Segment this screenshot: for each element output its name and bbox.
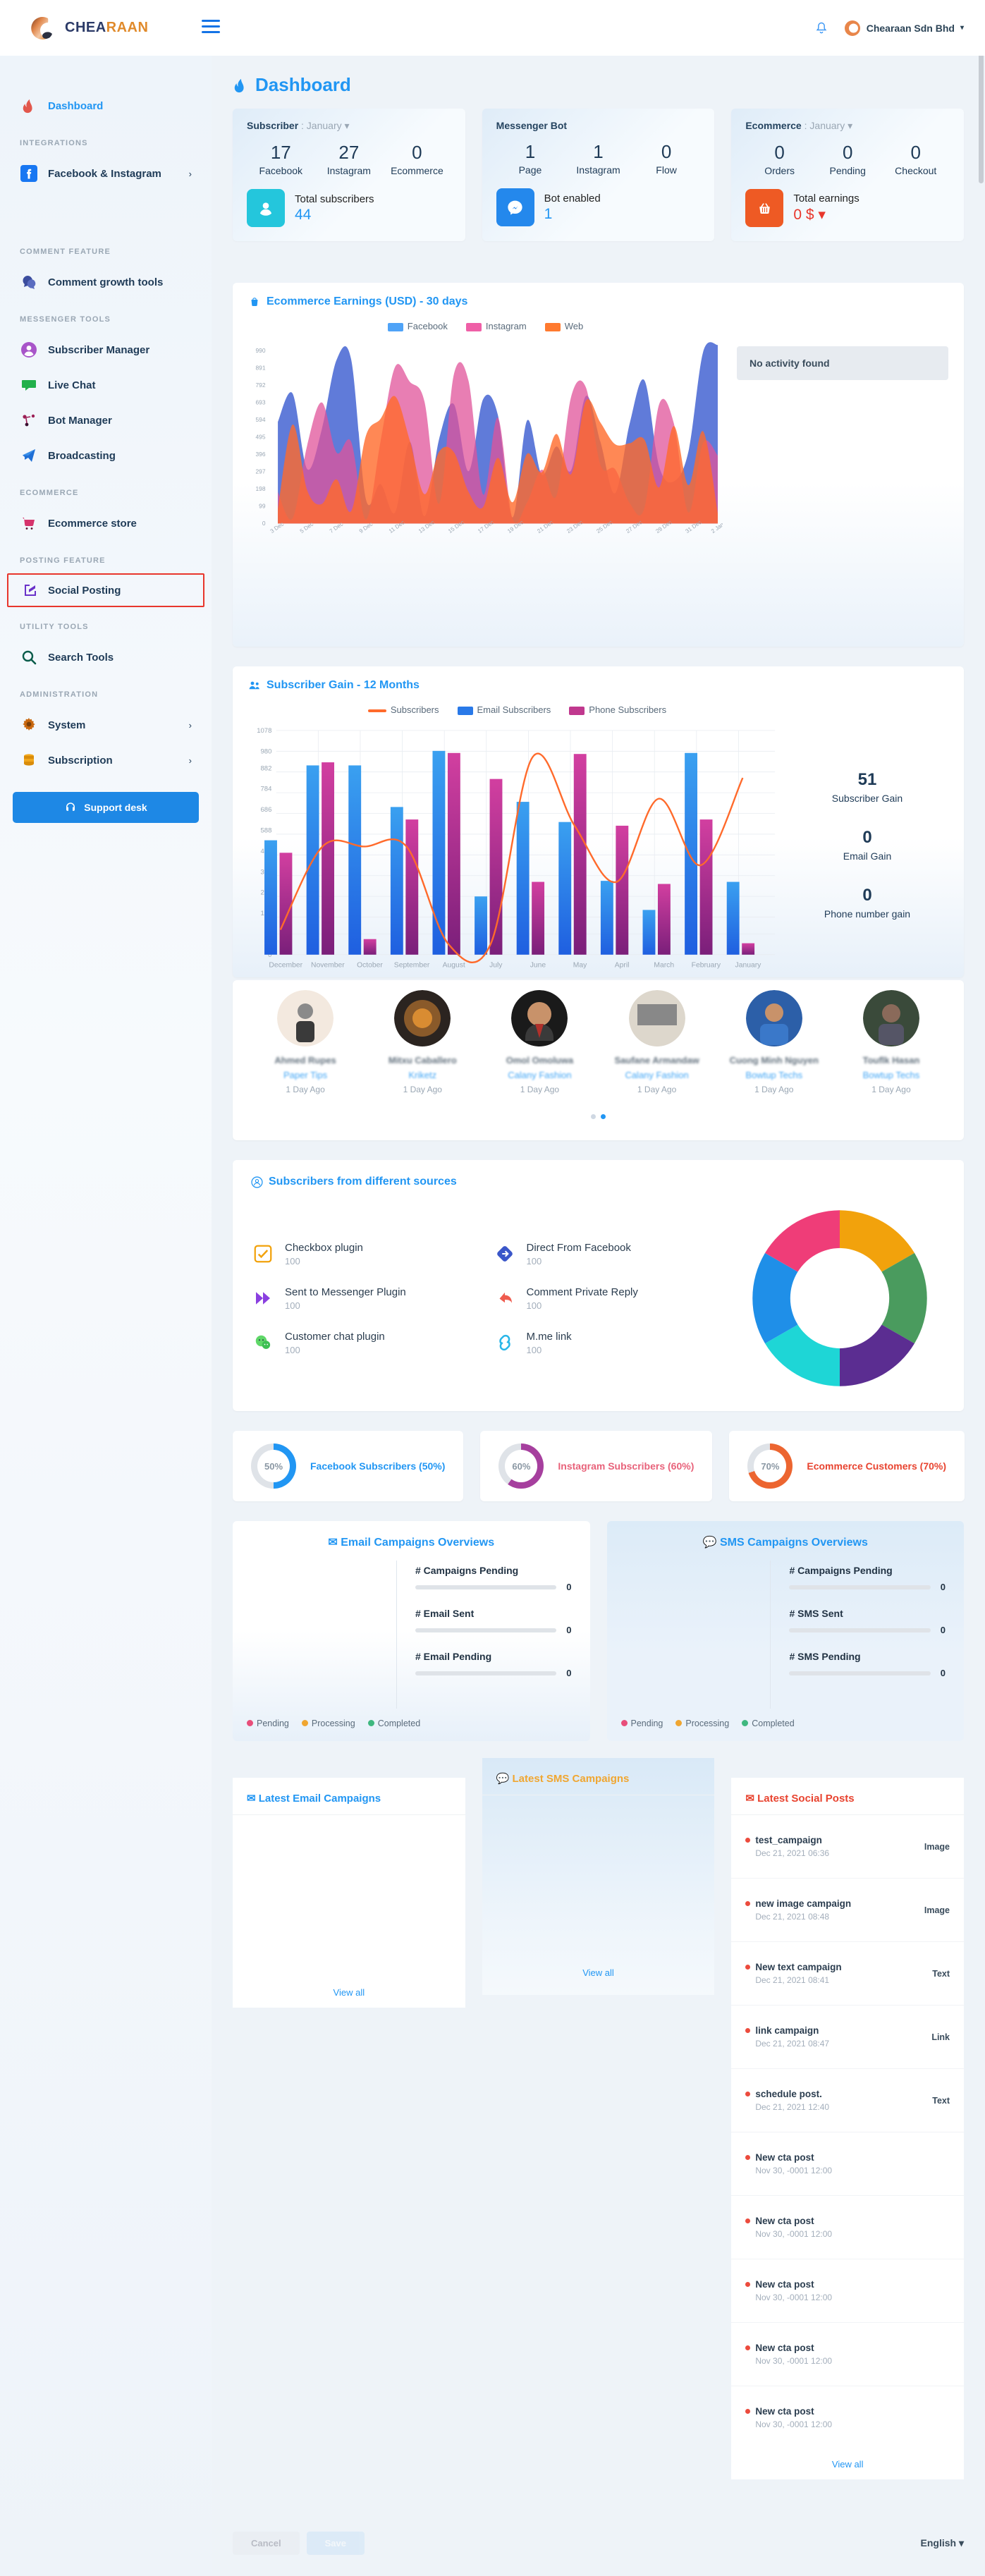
svg-text:1078: 1078: [257, 728, 271, 735]
svg-text:784: 784: [261, 786, 273, 793]
svg-text:891: 891: [256, 364, 266, 371]
svg-text:March: March: [654, 962, 674, 970]
svg-text:198: 198: [256, 485, 266, 492]
svg-text:November: November: [311, 962, 345, 970]
svg-text:April: April: [615, 962, 630, 970]
svg-text:686: 686: [261, 807, 272, 814]
svg-text:99: 99: [259, 503, 266, 510]
svg-text:396: 396: [256, 451, 266, 458]
svg-text:June: June: [530, 962, 546, 970]
svg-text:0: 0: [262, 520, 266, 527]
svg-text:588: 588: [261, 827, 272, 835]
svg-text:January: January: [735, 962, 762, 970]
svg-text:October: October: [357, 962, 383, 970]
svg-text:495: 495: [256, 434, 266, 441]
svg-text:May: May: [573, 962, 587, 970]
svg-text:792: 792: [256, 381, 266, 389]
svg-text:297: 297: [256, 468, 266, 475]
svg-text:August: August: [443, 962, 465, 970]
svg-text:3 Dec: 3 Dec: [269, 521, 285, 535]
svg-text:990: 990: [256, 347, 266, 354]
svg-text:882: 882: [261, 765, 272, 773]
svg-text:February: February: [692, 962, 721, 970]
svg-text:980: 980: [261, 748, 272, 756]
svg-text:December: December: [269, 962, 302, 970]
svg-text:594: 594: [256, 416, 266, 423]
svg-text:693: 693: [256, 398, 266, 405]
svg-text:September: September: [394, 962, 430, 970]
svg-text:July: July: [489, 962, 503, 970]
